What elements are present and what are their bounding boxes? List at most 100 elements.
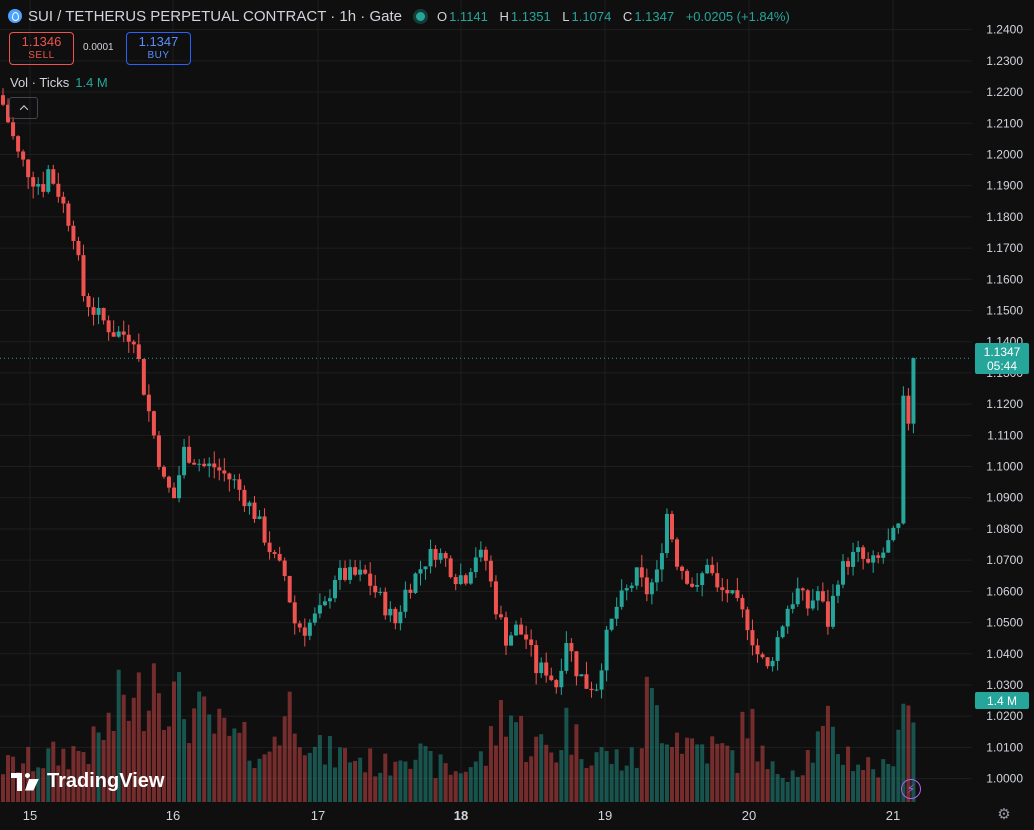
lightning-icon[interactable]: ⚡ [901,779,921,799]
candle-body [277,553,282,561]
candle-body [86,296,91,308]
volume-bar [760,745,765,802]
volume-bar [478,751,483,802]
candle-body [624,588,629,591]
volume-bar [41,768,46,802]
volume-bar [710,736,715,802]
volume-bar [56,765,61,802]
volume-bar [217,708,222,802]
volume-legend[interactable]: Vol · Ticks 1.4 M [10,75,108,90]
volume-bar [624,765,629,802]
volume-bar [111,730,116,802]
candle-body [594,689,599,691]
volume-bar [800,775,805,802]
candle-body [212,463,217,468]
volume-bar [498,700,503,802]
volume-bar [795,776,800,802]
volume-bar [408,768,413,802]
candle-body [830,595,835,627]
volume-bar [659,743,664,802]
time-axis[interactable]: 15 16 17 18 19 20 21 [23,808,900,823]
candle-body [755,645,760,655]
volume-bar [604,751,609,802]
candle-body [780,626,785,638]
candle-body [192,462,197,465]
volume-bar [202,696,207,802]
price-axis[interactable]: 1.0000 1.0100 1.0200 1.0300 1.0400 1.0500 1.06… [986,23,1023,786]
volume-bar [891,766,896,802]
candle-body [423,566,428,570]
sell-button[interactable]: 1.1346 SELL [9,32,74,65]
collapse-legend-button[interactable] [9,97,38,119]
candle-body [846,561,851,567]
price-tick-label: 1.0700 [986,553,1023,567]
volume-bar [453,771,458,802]
volume-bar [348,762,353,802]
candle-body [619,590,624,607]
candle-body [96,307,101,315]
volume-bar [423,746,428,802]
volume-bar [161,729,166,802]
volume-bar [559,750,564,802]
symbol-title[interactable]: SUI / TETHERUS PERPETUAL CONTRACT · 1h ·… [28,7,402,25]
volume-bar [740,711,745,802]
volume-legend-value: 1.4 M [75,75,108,90]
candle-body [564,643,569,671]
candle-body [795,588,800,605]
volume-bar [664,744,669,802]
buy-label: BUY [147,49,170,61]
buy-button[interactable]: 1.1347 BUY [126,32,191,65]
candle-body [458,575,463,585]
volume-bar [448,774,453,802]
price-tick-label: 1.0000 [986,772,1023,786]
volume-bar [156,693,161,802]
volume-bar [810,762,815,802]
volume-bar [71,746,76,802]
last-price-tag: 1.1347 05:44 [975,343,1029,374]
candle-body [126,334,131,342]
candle-body [866,558,871,563]
volume-bar [599,747,604,802]
volume-bar [644,676,649,802]
candle-body [468,572,473,584]
candle-body [26,159,31,178]
candle-body [524,634,529,640]
volume-bar [358,757,363,802]
volume-bar [317,735,322,802]
candle-body [403,589,408,612]
candle-body [529,639,534,646]
candle-body [483,549,488,561]
candle-body [654,569,659,583]
candle-body [659,553,664,570]
candle-body [322,601,327,606]
volume-bar [815,731,820,802]
time-tick-label: 20 [742,808,756,823]
gear-icon[interactable]: ⚙ [997,806,1011,823]
volume-bar [504,736,508,802]
volume-bar [91,726,96,802]
volume-bar [775,774,780,802]
volume-bar [252,768,257,802]
volume-bar [11,756,16,802]
candle-body [338,567,343,580]
close-label: C [622,8,633,24]
candle-body [549,675,554,681]
candle-body [669,513,674,540]
price-tick-label: 1.0400 [986,647,1023,661]
candle-body [131,341,136,345]
volume-bar [277,745,282,802]
volume-bar [765,769,770,802]
volume-bar [297,747,302,802]
volume-bar [866,757,871,802]
volume-bar [237,732,242,802]
price-tick-label: 1.2300 [986,54,1023,68]
candle-body [363,569,368,574]
volume-bar [383,753,388,802]
candle-body [101,307,106,321]
volume-bar [368,748,373,802]
tradingview-logo[interactable]: TradingView [11,770,164,793]
volume-bar [544,744,549,802]
candle-body [358,569,363,575]
volume-bar [197,691,202,802]
